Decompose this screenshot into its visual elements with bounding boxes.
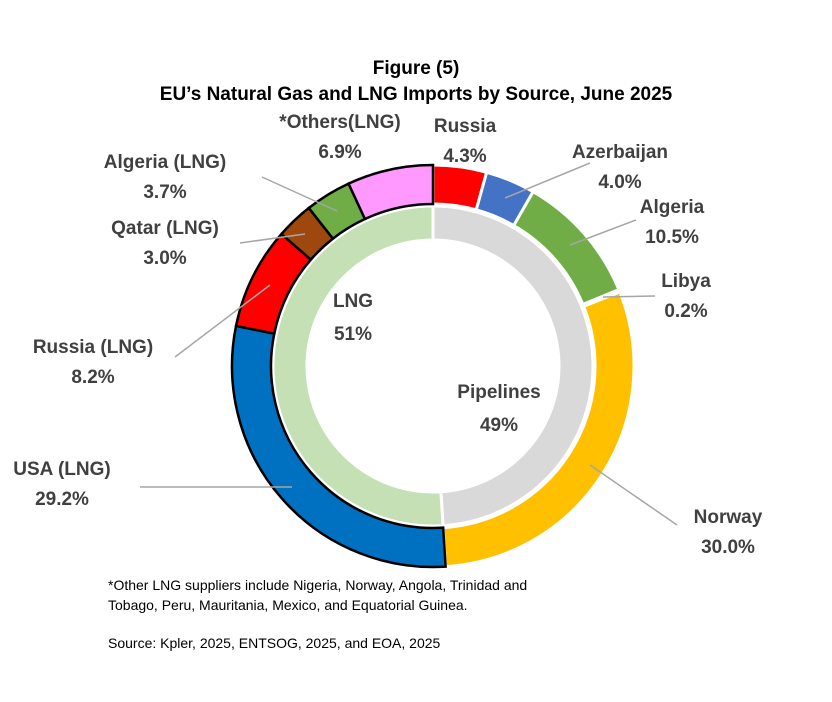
inner-slice-lng[interactable]: [271, 204, 445, 528]
value-qatar-lng: 3.0%: [143, 248, 186, 269]
label-russia-lng: Russia (LNG): [33, 337, 153, 358]
outer-slice-others-lng[interactable]: [346, 163, 435, 221]
label-libya: Libya: [661, 271, 711, 292]
chart-title: EU’s Natural Gas and LNG Imports by Sour…: [159, 84, 673, 105]
inner-value-pipelines: 49%: [480, 415, 518, 436]
label-others-lng: *Others(LNG): [279, 112, 400, 133]
label-qatar-lng: Qatar (LNG): [111, 218, 219, 239]
label-norway: Norway: [694, 507, 763, 528]
label-algeria-lng: Algeria (LNG): [104, 152, 226, 173]
value-libya: 0.2%: [664, 301, 707, 322]
outer-slice-usa-lng[interactable]: [230, 324, 447, 569]
leader-line-norway: [589, 464, 678, 526]
value-azerbaijan: 4.0%: [598, 172, 641, 193]
leader-line-algeria: [569, 219, 637, 246]
leader-line-azerbaijan: [504, 162, 591, 199]
leader-line-russia-lng: [174, 284, 271, 358]
source-note: Source: Kpler, 2025, ENTSOG, 2025, and E…: [108, 635, 441, 651]
label-algeria: Algeria: [640, 197, 705, 218]
figure-number: Figure (5): [372, 58, 460, 79]
inner-label-lng: LNG: [333, 291, 373, 312]
value-others-lng: 6.9%: [318, 142, 361, 163]
value-usa-lng: 29.2%: [35, 489, 89, 510]
leader-line-libya: [602, 295, 656, 298]
label-azerbaijan: Azerbaijan: [572, 142, 668, 163]
label-usa-lng: USA (LNG): [13, 459, 110, 480]
value-russia: 4.3%: [443, 146, 486, 167]
outer-slice-norway[interactable]: [441, 290, 636, 569]
footnote-line-1: *Other LNG suppliers include Nigeria, No…: [108, 577, 528, 593]
leader-line-algeria-lng: [261, 176, 338, 212]
footnote-line-2: Tobago, Peru, Mauritania, Mexico, and Eq…: [108, 597, 468, 613]
inner-slice-pipelines[interactable]: [431, 204, 595, 528]
value-algeria: 10.5%: [645, 227, 699, 248]
leader-line-qatar-lng: [239, 233, 306, 244]
inner-label-pipelines: Pipelines: [457, 382, 540, 403]
value-norway: 30.0%: [701, 537, 755, 558]
value-algeria-lng: 3.7%: [143, 182, 186, 203]
value-russia-lng: 8.2%: [71, 367, 114, 388]
inner-value-lng: 51%: [334, 324, 372, 345]
label-russia: Russia: [434, 116, 497, 137]
